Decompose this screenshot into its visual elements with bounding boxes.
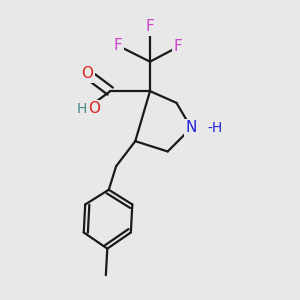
Text: H: H [76, 102, 87, 116]
Text: -H: -H [207, 121, 223, 135]
Text: F: F [174, 39, 182, 54]
Text: F: F [113, 38, 122, 53]
Text: N: N [185, 120, 197, 135]
Text: O: O [88, 101, 100, 116]
Text: F: F [146, 19, 154, 34]
Text: O: O [81, 66, 93, 81]
